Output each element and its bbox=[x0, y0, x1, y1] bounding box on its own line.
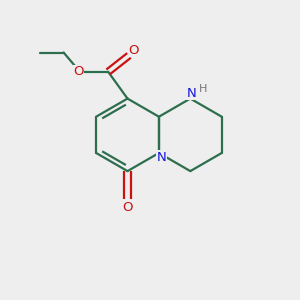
Text: O: O bbox=[122, 201, 133, 214]
Text: O: O bbox=[73, 65, 84, 78]
Text: N: N bbox=[156, 151, 166, 164]
Text: N: N bbox=[187, 87, 197, 100]
Text: H: H bbox=[199, 84, 207, 94]
Text: O: O bbox=[128, 44, 139, 57]
